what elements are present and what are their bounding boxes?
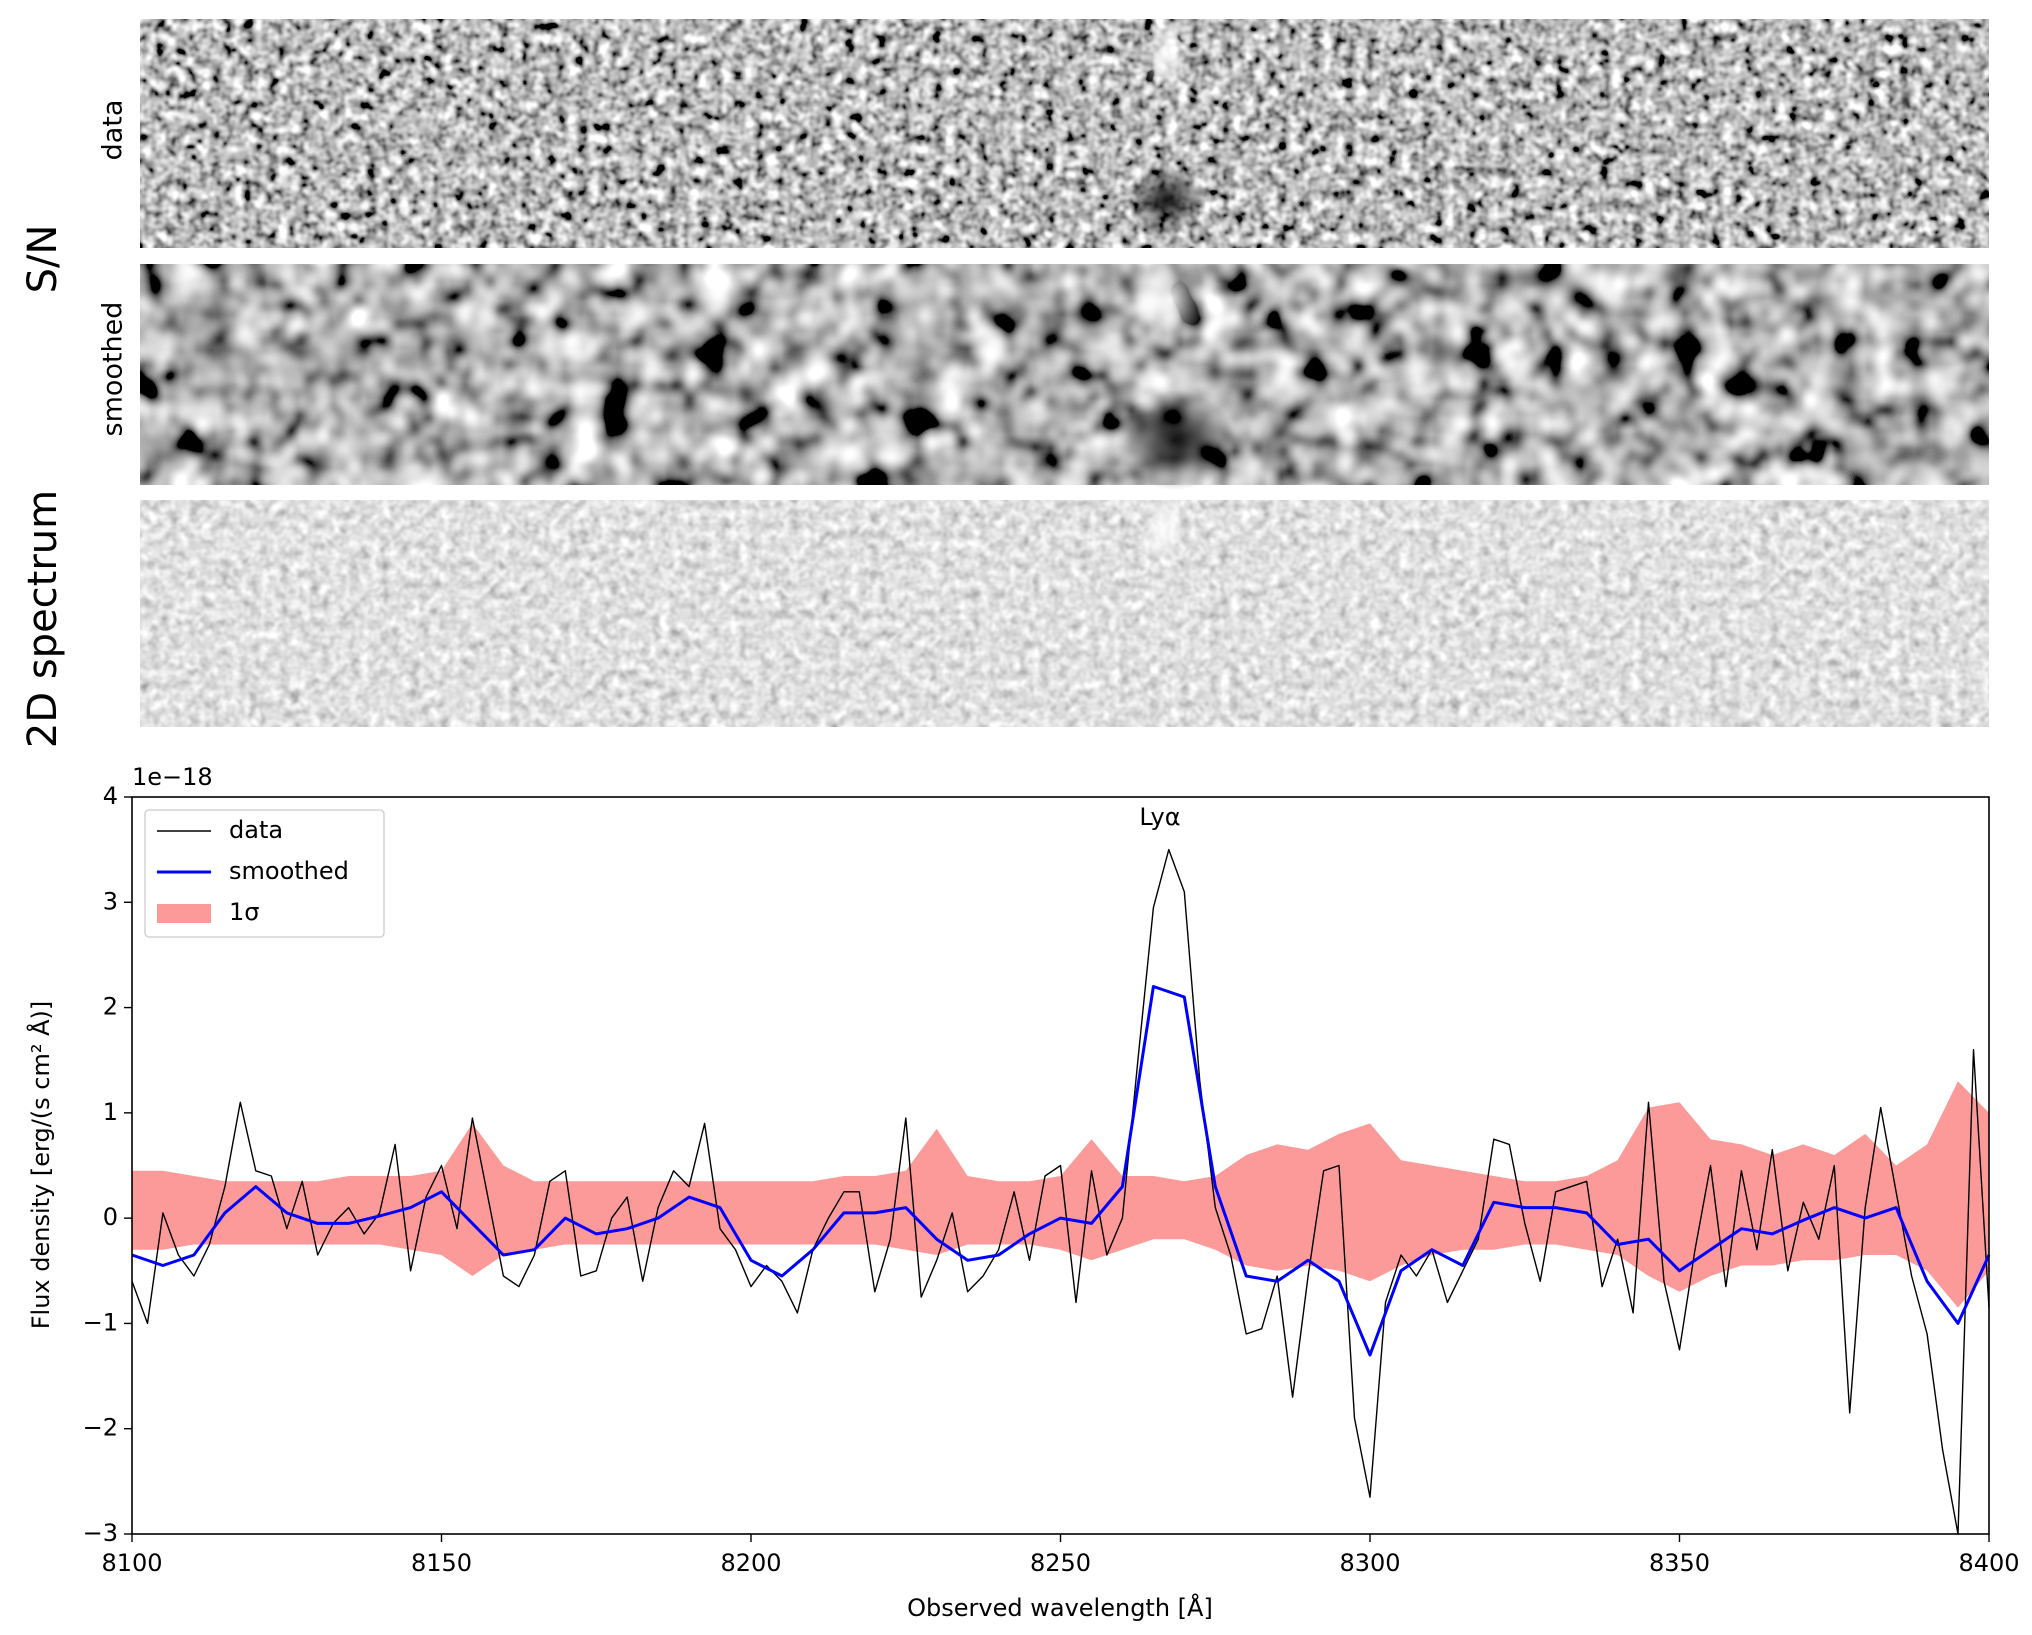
- emission-blob: [1140, 15, 1192, 95]
- emission-blob: [1141, 496, 1185, 564]
- data-line: [131, 848, 1990, 1535]
- legend-swatch: [157, 904, 211, 923]
- spectrum-2d-image: [140, 500, 1989, 727]
- y-tick-label: 3: [103, 887, 118, 915]
- absorption-blob: [1115, 390, 1235, 490]
- legend-label: smoothed: [229, 857, 349, 885]
- legend-label: data: [229, 816, 283, 844]
- x-tick-label: 8150: [411, 1549, 472, 1577]
- x-axis-label: Observed wavelength [Å]: [907, 1593, 1213, 1622]
- absorption-blob: [1126, 164, 1206, 236]
- panel-label: data: [98, 100, 129, 161]
- y-tick-label: −1: [83, 1308, 118, 1336]
- x-tick-label: 8100: [101, 1549, 162, 1577]
- image-panels: [140, 15, 1989, 727]
- panel-group-label: S/N: [20, 225, 66, 294]
- x-tick-label: 8250: [1030, 1549, 1091, 1577]
- plot-area: [131, 848, 1991, 1535]
- offset-label: 1e−18: [132, 763, 213, 791]
- panel-label: smoothed: [98, 302, 129, 437]
- legend-label: 1σ: [229, 898, 259, 926]
- annotation: Lyα: [1139, 803, 1180, 831]
- x-tick-label: 8300: [1339, 1549, 1400, 1577]
- data-image: [140, 19, 1989, 248]
- y-axis-label: Flux density [erg/(s cm² Å)]: [26, 1001, 55, 1330]
- y-tick-label: −3: [83, 1519, 118, 1547]
- y-tick-label: 2: [103, 993, 118, 1021]
- y-tick-label: 1: [103, 1098, 118, 1126]
- x-tick-label: 8350: [1649, 1549, 1710, 1577]
- x-tick-label: 8200: [720, 1549, 781, 1577]
- smoothed-image: [140, 264, 1989, 485]
- y-tick-label: 4: [103, 782, 118, 810]
- panel-label: 2D spectrum: [20, 490, 66, 748]
- emission-blob: [1136, 252, 1204, 348]
- y-tick-label: −2: [83, 1414, 118, 1442]
- smoothed-line: [131, 985, 1991, 1357]
- y-tick-label: 0: [103, 1203, 118, 1231]
- x-tick-label: 8400: [1958, 1549, 2019, 1577]
- sigma-band: [132, 1081, 1989, 1308]
